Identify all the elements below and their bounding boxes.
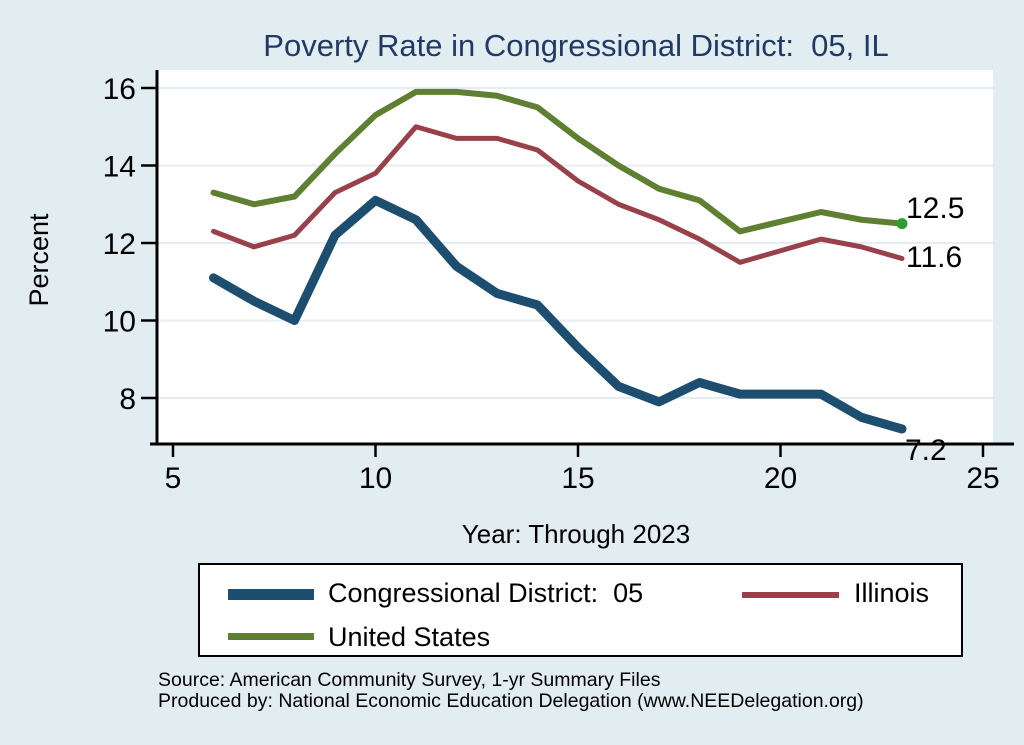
y-tick-label: 14: [103, 151, 136, 184]
legend: Congressional District: 05 Illinois Unit…: [198, 563, 963, 657]
x-tick-label: 20: [764, 462, 797, 495]
legend-label-united-states: United States: [328, 622, 491, 652]
legend-swatch-congressional-district: [228, 589, 314, 600]
y-tick-label: 8: [119, 383, 136, 416]
x-tick-label: 25: [966, 462, 999, 495]
end-label-united-states: 12.5: [906, 192, 965, 225]
chart-title: Poverty Rate in Congressional District: …: [263, 28, 889, 63]
y-tick-label: 10: [103, 306, 136, 339]
x-axis-label: Year: Through 2023: [461, 519, 691, 549]
legend-label-congressional-district: Congressional District: 05: [328, 578, 644, 608]
source-line-2: Produced by: National Economic Education…: [158, 690, 864, 712]
legend-label-illinois: Illinois: [854, 578, 930, 608]
legend-swatch-united-states: [228, 633, 314, 640]
plot-area: [157, 70, 993, 444]
series-line-2: [210, 88, 905, 235]
end-label-illinois: 11.6: [906, 241, 963, 274]
legend-swatch-illinois: [742, 592, 839, 598]
series-end-marker: [896, 218, 908, 230]
y-tick-label: 12: [103, 228, 136, 261]
end-label-congressional-district: 7.2: [905, 434, 947, 467]
series-line-0: [209, 195, 907, 434]
x-tick-label: 10: [359, 462, 392, 495]
y-axis-label: Percent: [24, 213, 54, 307]
series-line-1: [211, 124, 905, 265]
source-line-1: Source: American Community Survey, 1-yr …: [158, 669, 661, 691]
source-note: Source: American Community Survey, 1-yr …: [158, 670, 988, 712]
y-tick-label: 16: [103, 73, 136, 106]
x-tick-label: 15: [561, 462, 594, 495]
x-tick-label: 5: [165, 462, 182, 495]
